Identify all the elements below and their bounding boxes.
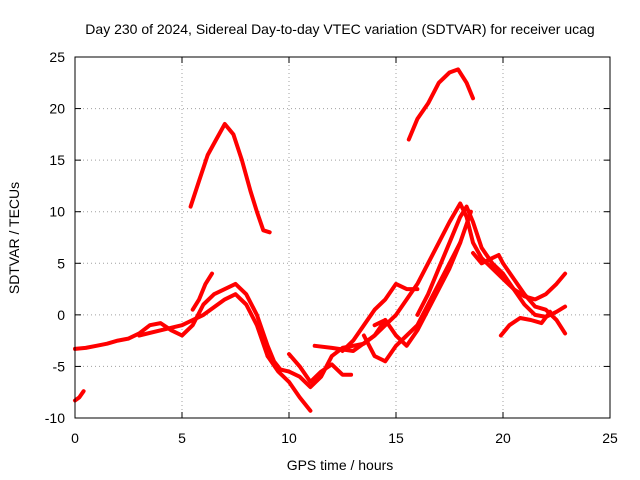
plot-frame xyxy=(74,56,611,419)
y-tick-label: 0 xyxy=(57,307,65,323)
series-line-track-m xyxy=(498,309,553,338)
series-line-track-e xyxy=(265,354,313,413)
series-line-track-i xyxy=(361,240,463,364)
x-tick-label: 5 xyxy=(178,430,186,446)
series-line-track-g xyxy=(312,318,388,353)
data-series xyxy=(73,67,568,413)
x-tick-label: 0 xyxy=(71,430,79,446)
series-line-track-d xyxy=(190,271,214,312)
y-tick-label: 20 xyxy=(49,101,65,117)
x-tick-label: 20 xyxy=(495,430,511,446)
axis-ticks: 0 5 10 15 20 25 -10 -5 0 5 10 15 20 25 xyxy=(45,49,618,446)
series-line-track-h xyxy=(340,281,420,353)
y-tick-label: -10 xyxy=(45,410,65,426)
y-tick-label: 15 xyxy=(49,152,65,168)
y-tick-label: 10 xyxy=(49,204,65,220)
y-tick-label: 25 xyxy=(49,49,65,65)
series-line-track-k xyxy=(415,204,568,319)
y-tick-label: -5 xyxy=(53,358,66,374)
x-tick-label: 15 xyxy=(388,430,404,446)
grid xyxy=(75,57,610,418)
series-line-track-c xyxy=(137,292,270,359)
series-line-track-n xyxy=(188,122,272,235)
x-tick-label: 10 xyxy=(281,430,297,446)
series-line-track-o xyxy=(406,67,475,142)
chart-title: Day 230 of 2024, Sidereal Day-to-day VTE… xyxy=(85,21,594,37)
x-tick-label: 25 xyxy=(602,430,618,446)
series-line-track-b xyxy=(73,201,568,390)
series-line-track-j xyxy=(372,209,473,348)
x-axis-label: GPS time / hours xyxy=(287,457,394,473)
y-tick-label: 5 xyxy=(57,255,65,271)
series-line-track-f xyxy=(287,352,354,384)
y-axis-label: SDTVAR / TECUs xyxy=(6,182,22,294)
series-line-track-a xyxy=(73,389,86,403)
